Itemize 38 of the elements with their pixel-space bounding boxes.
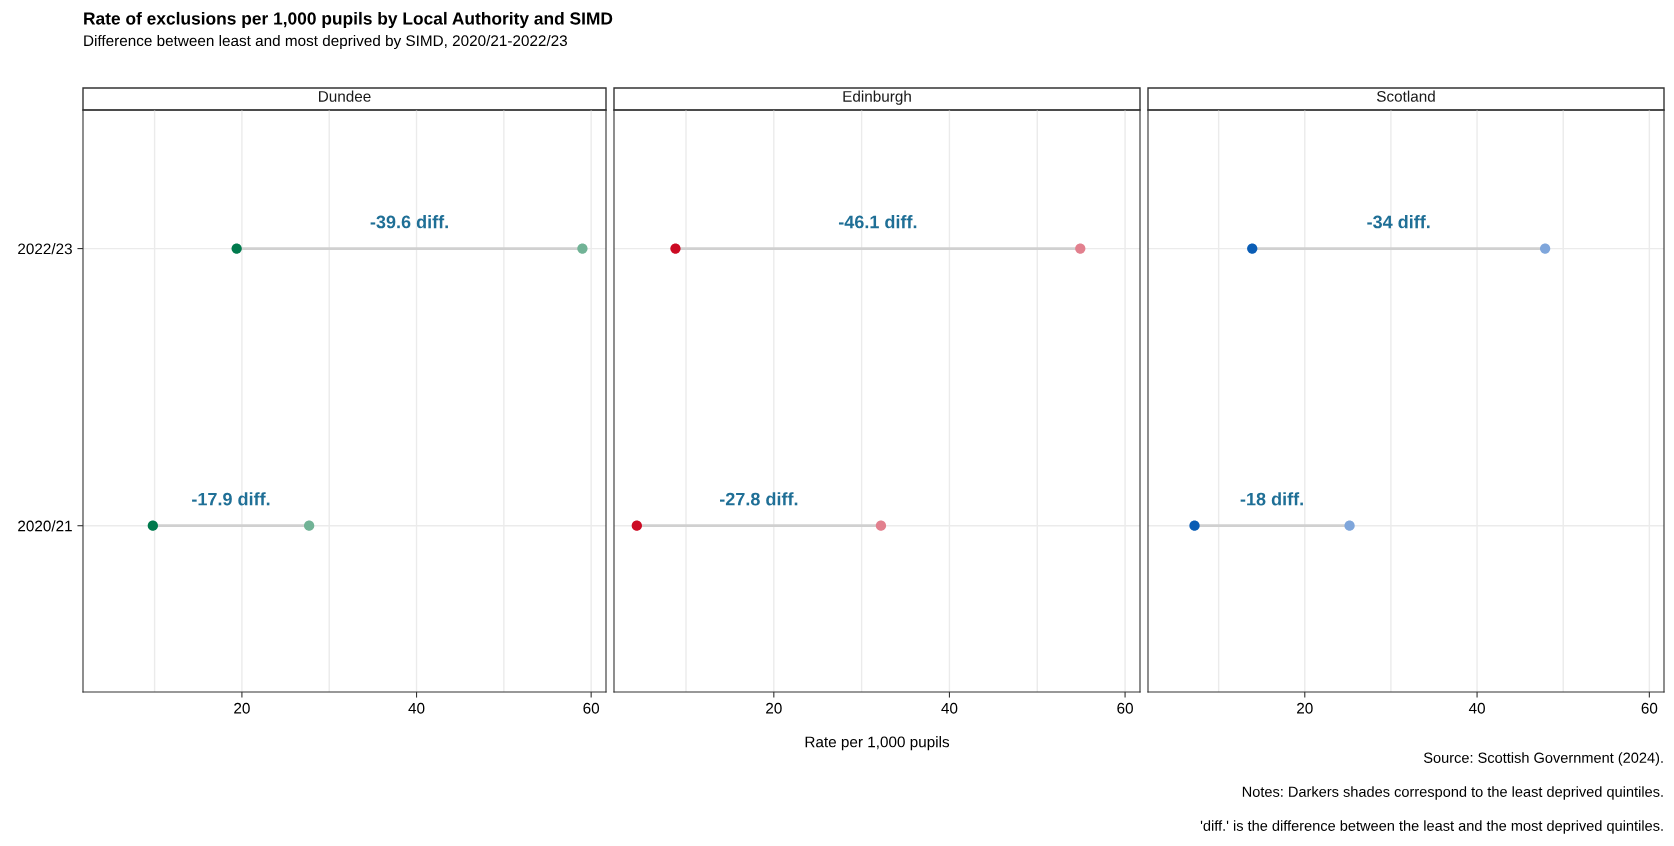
annotation: -39.6 diff. — [370, 215, 448, 229]
chart-title: Edinburgh — [843, 90, 911, 105]
annotation: -18 diff. — [1240, 492, 1303, 506]
x-tick-label: 20 — [234, 702, 250, 714]
annotation: -34 diff. — [1367, 215, 1430, 229]
point — [875, 520, 887, 531]
source-note: Source: Scottish Government (2024). — [1423, 752, 1663, 766]
point — [147, 520, 158, 531]
text: Rate of exclusions per 1,000 pupils by Local Authority and SIMD — [84, 11, 613, 29]
x-tick-label: 40 — [1468, 702, 1485, 714]
x-tick-label: 40 — [408, 702, 425, 714]
annotation: -17.9 diff. — [192, 492, 270, 506]
text: 'diff.' is the difference between the least and the most deprived quintiles. — [1200, 820, 1663, 834]
point — [1539, 243, 1551, 254]
text: Notes: Darkers shades correspond to the least deprived quintiles. — [1242, 786, 1663, 800]
y-tick-label: 2020/21 — [18, 520, 72, 532]
x-tick-label: 60 — [583, 702, 600, 714]
annotation: -27.8 diff. — [719, 492, 798, 506]
chart-title: Dundee — [319, 90, 371, 102]
y-tick-label: 2022/23 — [18, 243, 72, 255]
point — [577, 243, 588, 254]
point — [231, 243, 242, 254]
chart-title: Scotland — [1376, 90, 1435, 102]
point — [1344, 520, 1355, 531]
point — [1075, 243, 1086, 254]
x-tick-label: 20 — [766, 702, 782, 714]
point — [1247, 243, 1258, 254]
point — [303, 520, 315, 531]
x-tick-label: 60 — [1641, 702, 1658, 714]
x-tick-label: 20 — [1297, 702, 1313, 714]
point — [1189, 520, 1200, 531]
text: Difference between least and most deprived by SIMD, 2020/21-2022/23 — [84, 34, 567, 50]
point — [631, 520, 642, 531]
x-tick-label: 40 — [941, 702, 958, 714]
annotation: -46.1 diff. — [838, 215, 917, 229]
x-axis-title: Rate per 1,000 pupils — [805, 736, 950, 751]
point — [670, 243, 681, 254]
x-tick-label: 60 — [1117, 702, 1133, 714]
